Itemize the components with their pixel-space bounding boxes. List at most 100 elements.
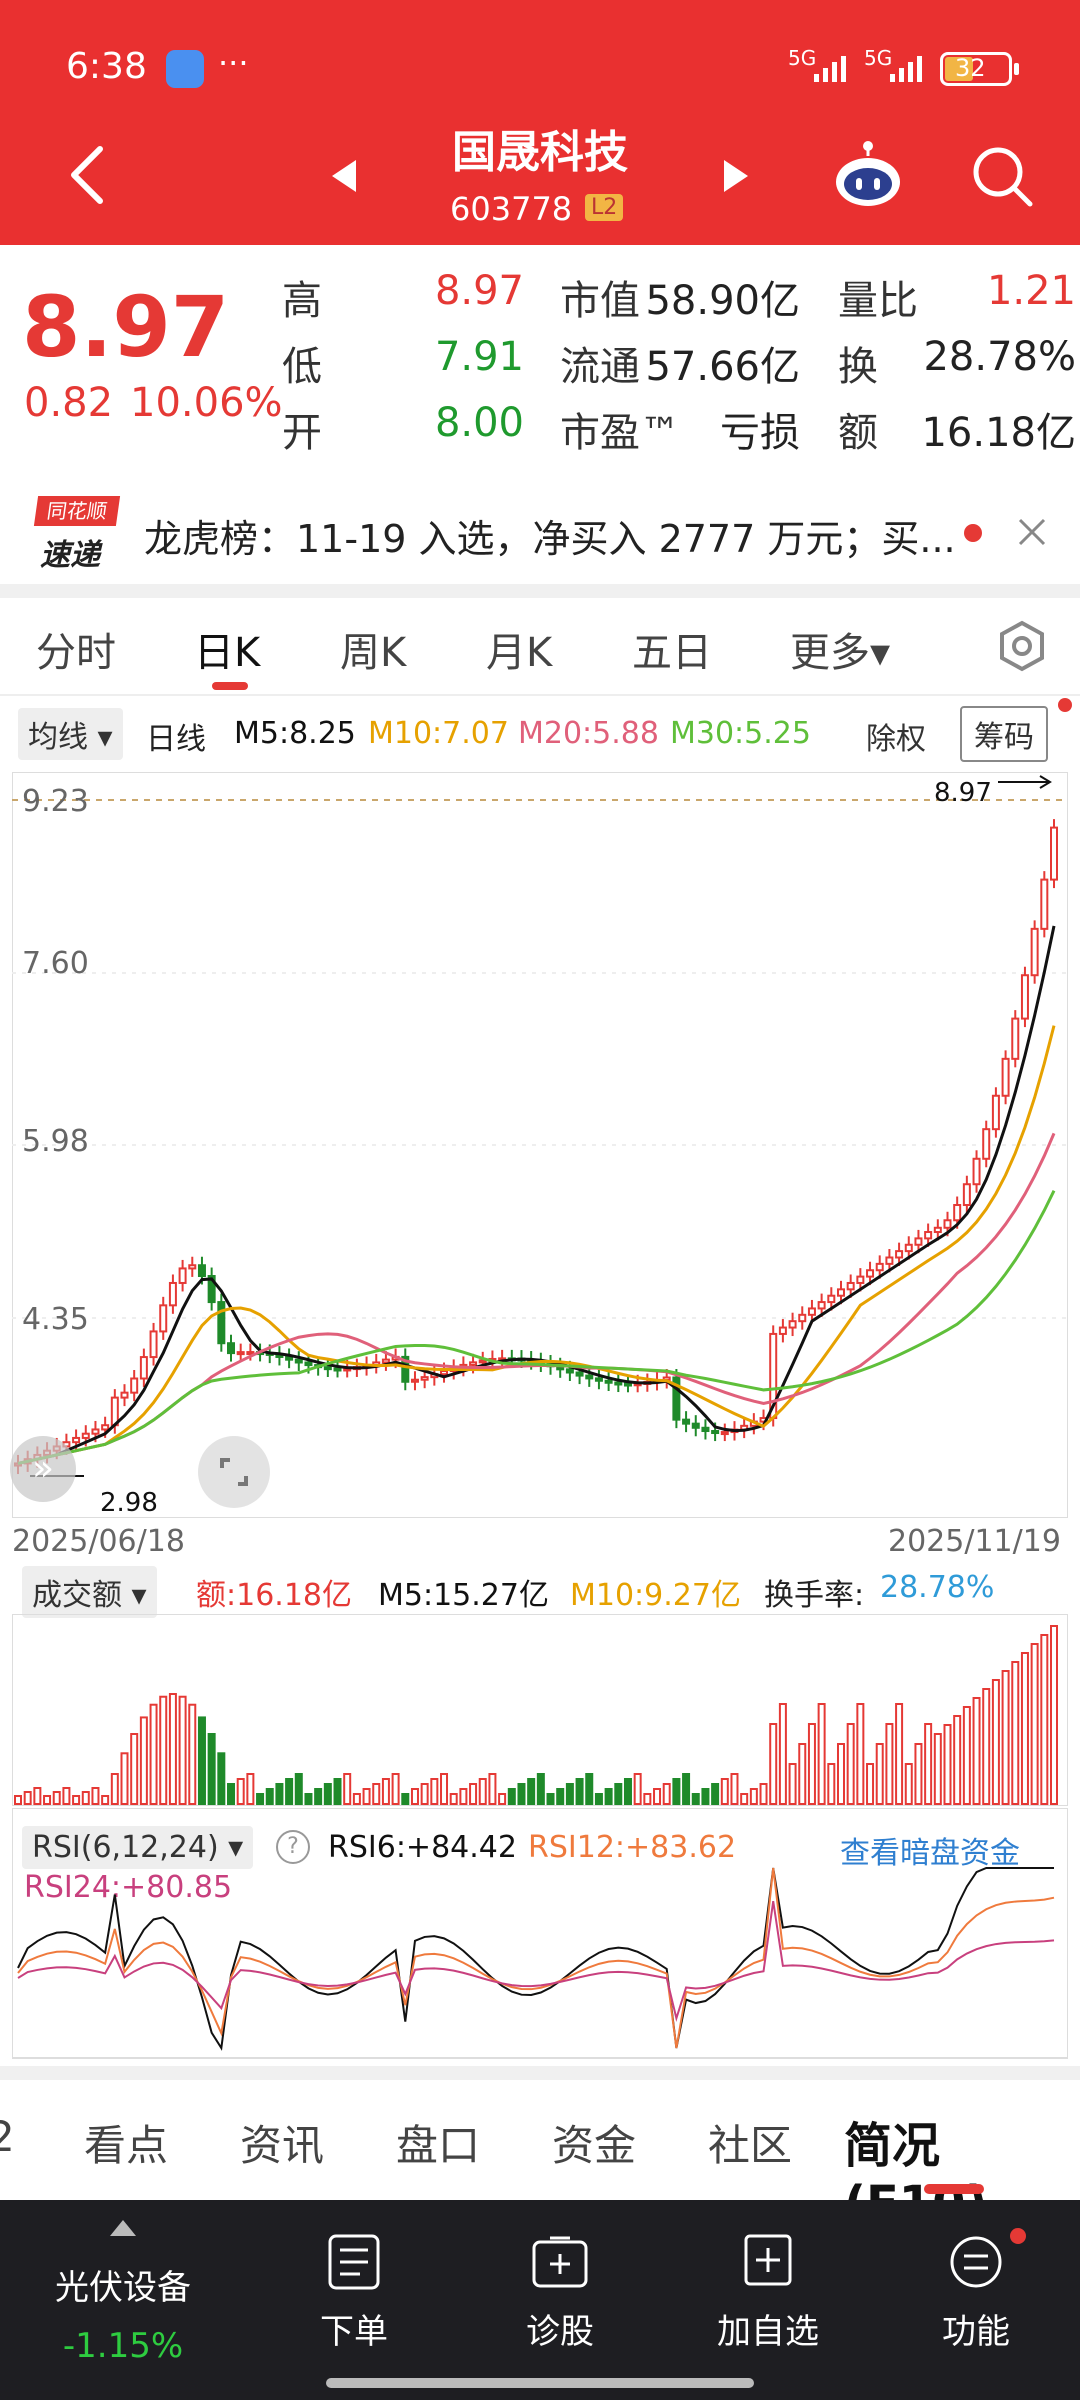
candle-body [565,1368,574,1374]
rsi-chart[interactable] [12,1808,1068,2060]
tab-intraday[interactable]: 分时 [36,630,116,676]
close-icon[interactable] [1016,516,1048,548]
bottom-tab-community[interactable]: 社区 [708,2121,793,2170]
volume-bar [575,1778,584,1805]
chart-settings-icon[interactable] [996,620,1048,672]
volume-bar [962,1706,971,1805]
order-button[interactable]: 下单 [320,2312,388,2352]
volume-bar [536,1773,545,1805]
volume-bar [682,1773,691,1805]
volume-bar [633,1773,642,1805]
volume-bar [188,1703,197,1805]
open-value: 8.00 [434,400,524,446]
rsi-selector[interactable]: RSI(6,12,24) ▾ [22,1826,254,1869]
y-label-4: 4.35 [22,1302,89,1337]
volume-bar [565,1783,574,1805]
battery-icon: 32 [940,52,1012,86]
tab-more[interactable]: 更多▾ [790,630,891,676]
candle-body [178,1267,187,1284]
signal-icon [814,56,846,82]
function-button[interactable]: 功能 [942,2312,1010,2352]
volume-bar [236,1778,245,1805]
help-icon[interactable]: ? [276,1830,310,1864]
volume-bar [643,1793,652,1805]
stock-code: 603778 [450,190,573,228]
sector-name[interactable]: 光伏设备 [55,2268,191,2308]
expand-left-button[interactable]: » [10,1436,76,1502]
candle-body [139,1356,148,1380]
chips-button[interactable]: 筹码 [960,706,1048,762]
candle-body [682,1418,691,1425]
candle-body [381,1358,390,1364]
prev-stock-icon[interactable] [328,158,358,194]
candle-body [227,1342,236,1355]
candle-body [1001,1057,1010,1097]
volume-bar [23,1791,32,1805]
back-icon[interactable] [66,145,106,205]
volume-bar [72,1795,81,1805]
function-dot [1010,2228,1026,2244]
volume-bar [217,1752,226,1806]
tab-five-day[interactable]: 五日 [632,630,712,676]
expand-up-icon[interactable] [108,2218,138,2238]
volume-bar [943,1724,952,1805]
dark-pool-link[interactable]: 查看暗盘资金 [840,1836,1020,1871]
bottom-tab-partial[interactable]: 2 [0,2112,15,2161]
mktcap-label: 市值 [560,278,640,324]
candle-body [236,1351,245,1356]
price-change-pct: 10.06% [130,380,283,426]
candle-body [691,1422,700,1429]
volume-bar [43,1795,52,1805]
volume-bar [846,1723,855,1805]
tab-daily-k[interactable]: 日K [194,630,261,676]
volume-chart[interactable] [12,1614,1068,1806]
ma30-line [17,1190,1056,1465]
ma-selector[interactable]: 均线 ▾ [18,708,123,760]
volume-bar [614,1783,623,1805]
rsi6-value: RSI6:+84.42 [328,1830,517,1865]
volume-bar [720,1778,729,1805]
function-icon [950,2236,1002,2288]
candle-body [159,1304,168,1333]
tab-weekly-k[interactable]: 周K [340,630,407,676]
candle-body [623,1382,632,1387]
robot-assistant-icon[interactable] [832,140,904,210]
candle-body [904,1243,913,1253]
candle-body [410,1378,419,1383]
volume-bar [623,1778,632,1805]
ex-rights-button[interactable]: 除权 [866,722,926,757]
bottom-action-bar: 光伏设备 -1.15% 下单 诊股 加自选 功能 [0,2200,1080,2400]
candle-body [585,1374,594,1380]
candle-body [91,1428,100,1435]
low-label: 低 [282,344,322,390]
bottom-tab-orderbook[interactable]: 盘口 [396,2121,481,2170]
candle-body [778,1326,787,1335]
volume-bar [285,1778,294,1805]
float-label: 流通 [560,344,640,390]
home-indicator [326,2378,754,2388]
fullscreen-button[interactable] [198,1436,270,1508]
volume-bar [120,1752,129,1806]
volume-bar [333,1778,342,1805]
next-stock-icon[interactable] [722,158,752,194]
bottom-tab-highlights[interactable]: 看点 [84,2121,169,2170]
diagnose-button[interactable]: 诊股 [526,2312,594,2352]
kline-chart[interactable] [12,772,1068,1518]
volume-bar [440,1773,449,1805]
rsi24-value: RSI24:+80.85 [24,1870,233,1905]
volume-bar [323,1783,332,1805]
volume-bar [672,1778,681,1805]
open-label: 开 [282,410,322,456]
tab-monthly-k[interactable]: 月K [486,630,553,676]
unread-dot [964,524,982,542]
volume-selector[interactable]: 成交额 ▾ [22,1566,157,1618]
candle-body [991,1094,1000,1131]
search-icon[interactable] [970,144,1034,208]
bottom-tab-funds[interactable]: 资金 [552,2121,637,2170]
bottom-tab-news[interactable]: 资讯 [240,2121,325,2170]
add-watch-button[interactable]: 加自选 [717,2312,819,2352]
volume-bar [875,1743,884,1805]
volume-bar [585,1773,594,1805]
dragon-tiger-news[interactable]: 龙虎榜：11-19 入选，净买入 2777 万元；买... [144,517,954,561]
volume-bar [352,1793,361,1805]
